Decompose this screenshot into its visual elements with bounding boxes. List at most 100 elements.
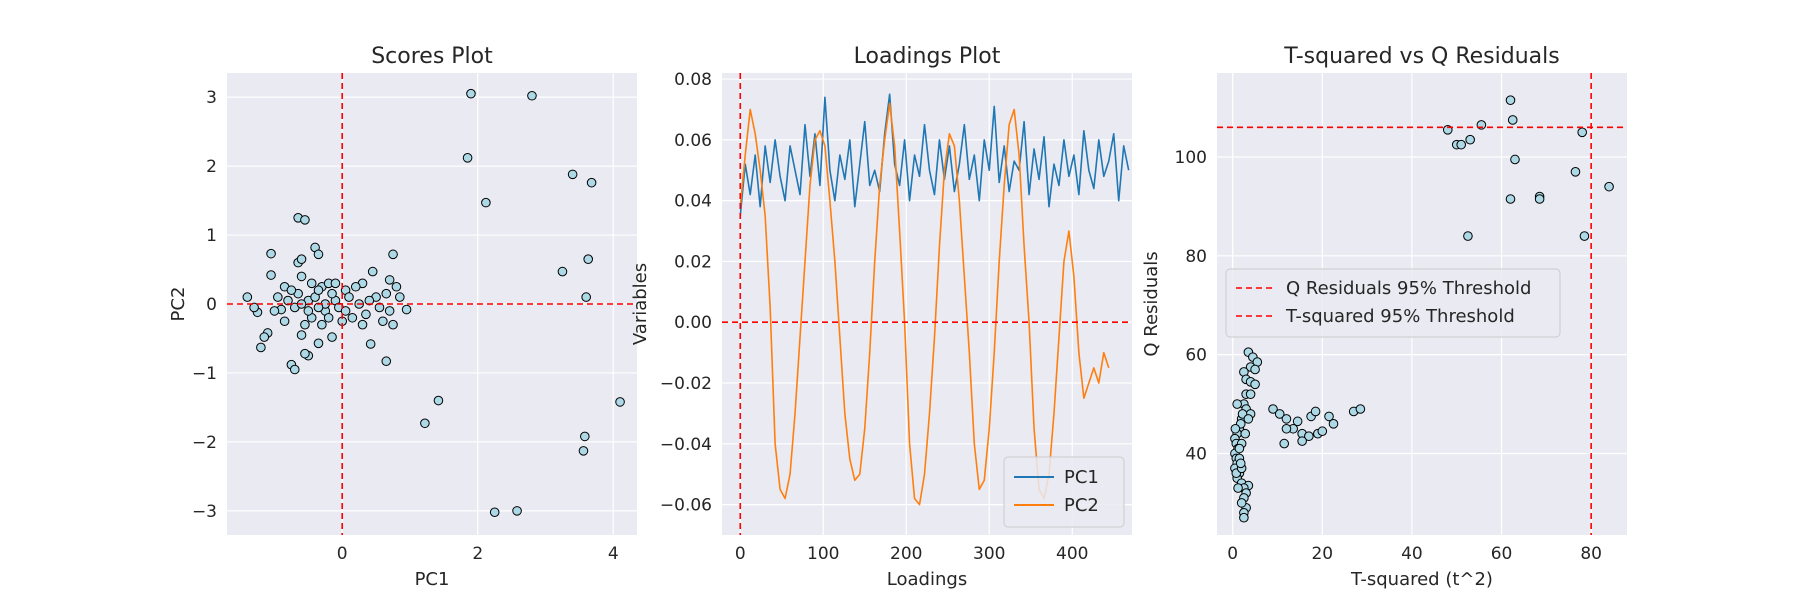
y-tick-label: −0.02 [660,374,712,394]
data-point [1507,115,1518,125]
data-point [1292,416,1303,427]
data-point [327,332,337,342]
data-point [1465,134,1475,145]
data-point [242,292,253,302]
data-point [1579,231,1590,241]
tsq-q-xlabel: T-squared (t^2) [1350,569,1493,590]
legend-t-threshold-label: T-squared 95% Threshold [1285,306,1515,327]
data-point [296,330,307,340]
data-point [344,292,354,302]
data-point [1274,409,1285,419]
data-point [365,339,376,349]
data-point [327,288,337,299]
loadings-legend-box [1003,456,1125,528]
data-point [1505,95,1516,105]
data-point [1230,423,1241,434]
data-point [586,177,597,188]
data-point [466,88,476,99]
tsq-q-ticks: 0 20 40 60 80 40 60 80 100 [1175,148,1602,564]
data-point [1355,404,1366,414]
data-point [1328,419,1339,429]
scores-plot-title: Scores Plot [371,44,493,69]
loadings-plot-ticks: 0 100 200 300 400 −0.06 −0.04 −0.02 0.00 0.02 0.04… [660,70,1089,564]
data-point [527,90,537,101]
x-tick-label: 40 [1401,544,1423,564]
loadings-plot-xlabel: Loadings [887,569,967,590]
data-point [1233,483,1243,493]
data-point [1463,231,1473,241]
data-point [330,278,341,289]
y-tick-label: −0.06 [660,496,712,516]
data-point [1297,436,1307,446]
data-point [1577,127,1587,138]
x-tick-label: 4 [608,544,619,564]
data-point [266,270,276,280]
scores-plot-xlabel: PC1 [415,569,450,590]
y-tick-label: 0.04 [674,192,712,212]
y-tick-label: 0.06 [674,131,712,151]
data-point [1240,428,1251,439]
data-point [313,249,324,260]
data-point [1245,389,1256,399]
y-tick-label: 1 [206,226,217,246]
data-point [381,288,392,299]
y-tick-label: −0.04 [660,435,712,455]
data-point [578,446,589,456]
loadings-plot-ylabel: Variables [630,263,651,345]
data-point [364,295,375,306]
data-point [1317,426,1328,437]
y-tick-label: −2 [192,433,217,453]
data-point [361,309,371,320]
y-tick-label: −3 [192,502,217,522]
data-point [347,312,358,323]
data-point [300,348,310,359]
data-point [1304,431,1314,441]
data-point [323,312,334,323]
data-point [266,248,276,259]
legend-pc1-label: PC1 [1064,467,1099,488]
data-point [259,332,270,342]
x-tick-label: 300 [973,544,1005,564]
data-point [1279,438,1290,449]
data-point [1235,458,1246,469]
data-point [395,292,405,302]
data-point [420,418,430,429]
y-tick-label: 80 [1185,247,1207,267]
data-point [1250,364,1260,375]
y-tick-label: 0.02 [674,252,712,272]
data-point [567,169,578,180]
data-point [388,319,398,330]
x-tick-label: 400 [1056,544,1088,564]
tsq-q-marks [1217,73,1627,535]
data-point [296,271,307,282]
data-point [1243,414,1254,424]
data-point [1510,154,1520,165]
data-point [1310,406,1321,417]
data-point [367,266,378,277]
y-tick-label: 0.00 [674,313,712,333]
data-point [557,266,568,277]
data-point [1239,512,1249,523]
y-tick-label: 3 [206,88,217,108]
data-point [317,319,327,330]
data-point [581,292,591,302]
data-point [1505,194,1516,204]
data-point [462,153,473,163]
legend-q-threshold-label: Q Residuals 95% Threshold [1286,278,1531,299]
y-tick-label: 40 [1185,444,1207,464]
tsq-q-panel: 0 20 40 60 80 40 60 80 100 T-squared vs Q Residu… [1141,44,1627,590]
data-point [283,295,293,306]
data-point [512,506,522,516]
data-point [583,254,594,264]
data-point [401,304,412,315]
data-point [289,364,300,375]
data-point [384,275,395,285]
data-point [378,316,388,327]
x-tick-label: 20 [1311,544,1333,564]
data-point [481,197,491,208]
loadings-plot-panel: 0 100 200 300 400 −0.06 −0.04 −0.02 0.00 0.02 0.04… [630,44,1132,590]
data-point [489,507,500,518]
data-point [374,302,385,313]
y-tick-label: 0 [206,295,217,315]
